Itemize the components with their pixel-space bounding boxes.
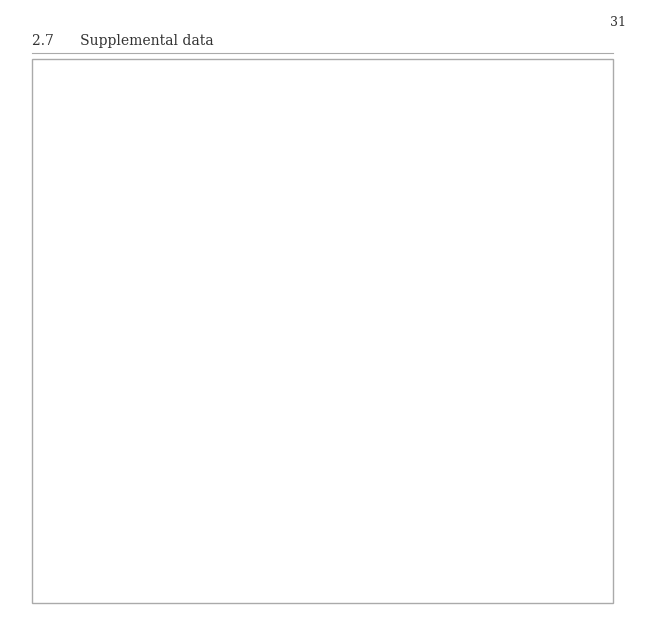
Bar: [453, 119, 498, 550]
Bar: [123, 172, 168, 550]
Bar: [205, 148, 250, 550]
Text: 31: 31: [610, 16, 626, 29]
Y-axis label: Viability (%): Viability (%): [49, 275, 63, 360]
Bar: [535, 140, 580, 550]
Text: 2.7      Supplemental data: 2.7 Supplemental data: [32, 34, 214, 49]
Bar: [370, 134, 415, 550]
Bar: [288, 149, 333, 550]
